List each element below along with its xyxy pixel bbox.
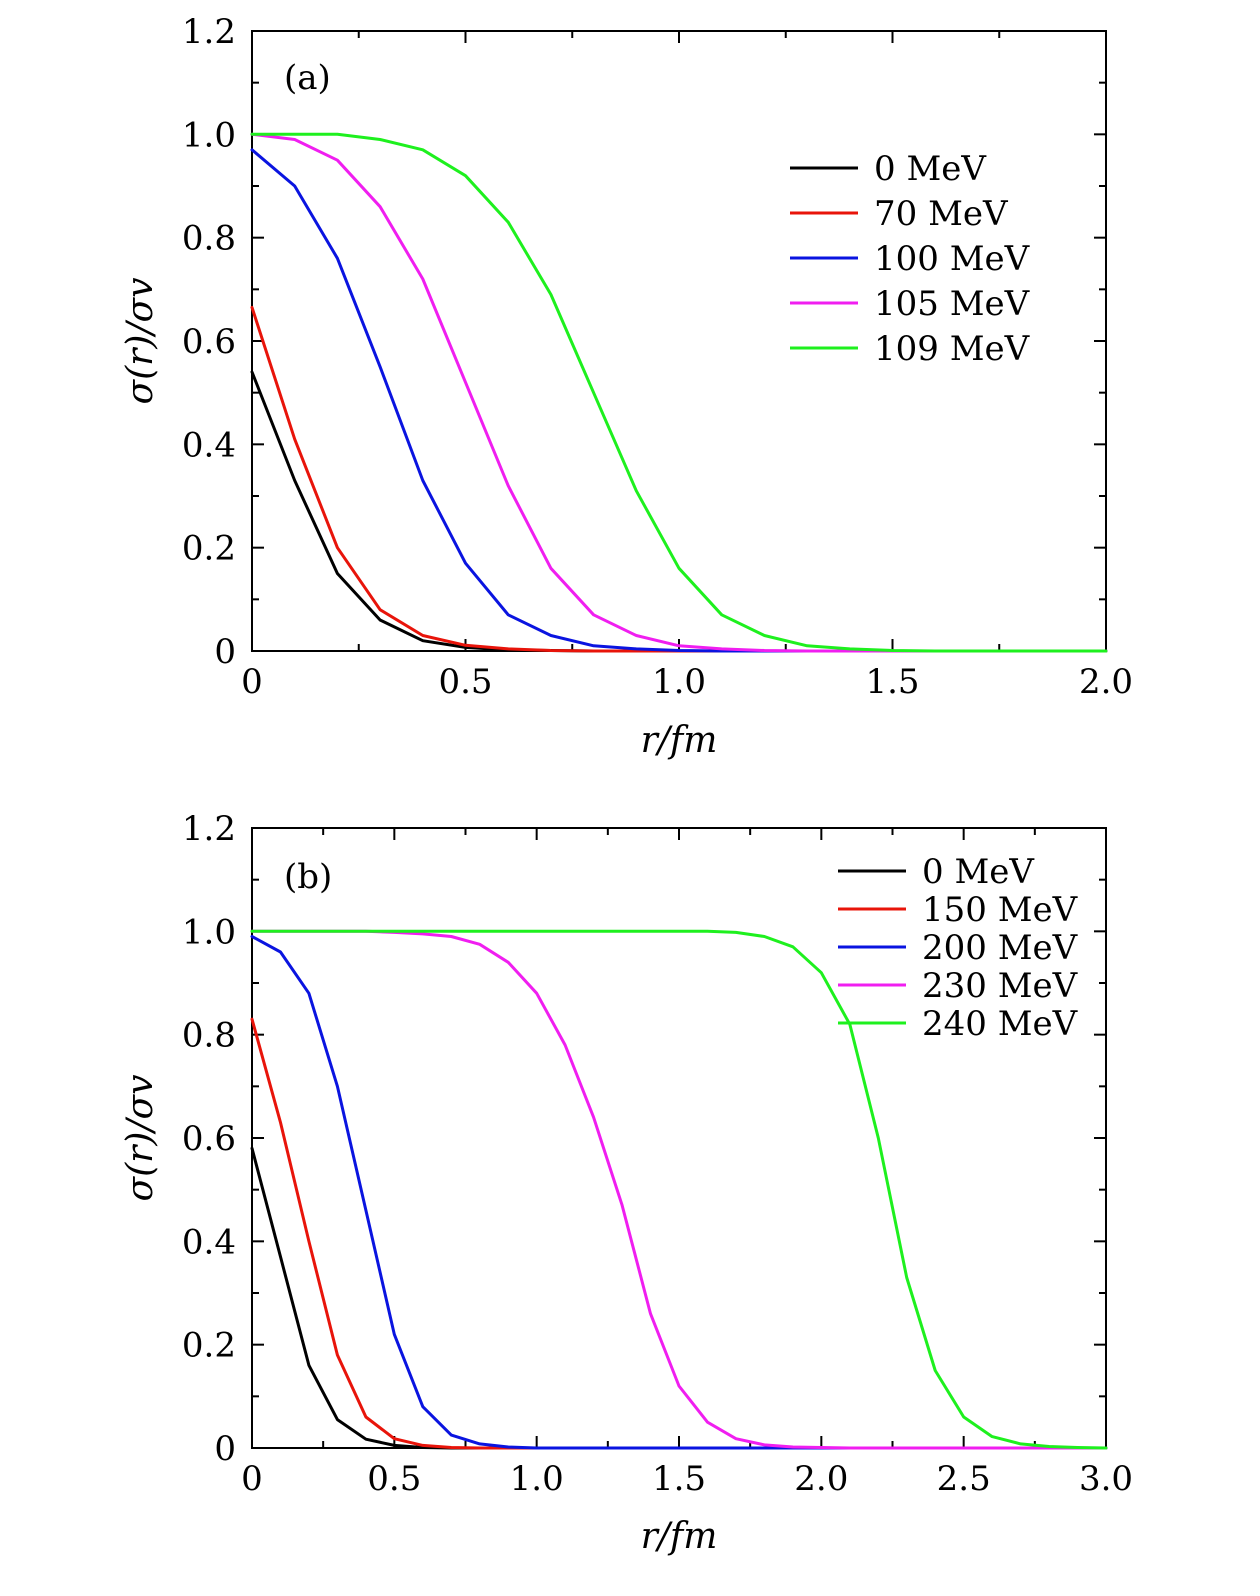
- x-tick-label: 2.0: [794, 1459, 848, 1499]
- legend-label: 240 MeV: [922, 1004, 1079, 1044]
- x-tick-label: 2.0: [1079, 662, 1133, 702]
- y-axis-label: σ(r)/σv: [120, 1075, 161, 1202]
- x-tick-label: 0: [241, 1459, 263, 1499]
- x-axis-label: r/fm: [641, 720, 718, 761]
- y-tick-label: 0.2: [182, 1326, 236, 1366]
- panel-label: (b): [284, 857, 332, 897]
- series-line-4: [250, 929, 1108, 1450]
- y-tick-label: 1.0: [182, 115, 236, 155]
- x-tick-label: 1.5: [865, 662, 919, 702]
- legend-label: 150 MeV: [922, 890, 1079, 930]
- y-tick-label: 1.2: [182, 12, 236, 52]
- legend-label: 230 MeV: [922, 966, 1079, 1006]
- legend-label: 0 MeV: [874, 149, 987, 189]
- y-tick-label: 0.4: [182, 425, 236, 465]
- series-line-0: [250, 1146, 1108, 1450]
- y-tick-label: 0.8: [182, 1016, 236, 1056]
- x-tick-label: 0.5: [367, 1459, 421, 1499]
- y-tick-label: 0.2: [182, 529, 236, 569]
- x-tick-label: 0.5: [438, 662, 492, 702]
- legend-label: 105 MeV: [874, 284, 1031, 324]
- panel-label: (a): [284, 58, 331, 98]
- y-tick-label: 0.6: [182, 1119, 236, 1159]
- legend-label: 0 MeV: [922, 852, 1035, 892]
- x-tick-label: 0: [241, 662, 263, 702]
- x-tick-label: 1.5: [652, 1459, 706, 1499]
- x-tick-label: 1.0: [652, 662, 706, 702]
- legend-label: 100 MeV: [874, 239, 1031, 279]
- chart-panel-b: 0 0.5 1.0 1.5 2.0 2.5 3.0 0 0.2 0.4 0.6 0.8 1.0 1.2 r/…: [120, 809, 1133, 1557]
- series-line-4: [250, 132, 1108, 653]
- x-tick-label: 3.0: [1079, 1459, 1133, 1499]
- y-tick-label: 0.8: [182, 219, 236, 259]
- y-tick-label: 1.2: [182, 809, 236, 849]
- legend-label: 200 MeV: [922, 928, 1079, 968]
- chart-panel-a: 0 0.5 1.0 1.5 2.0 0 0.2 0.4 0.6 0.8 1.0 1.2 r/fm σ(r)…: [120, 12, 1133, 761]
- x-tick-label: 2.5: [937, 1459, 991, 1499]
- x-axis-label: r/fm: [641, 1516, 718, 1557]
- y-tick-label: 1.0: [182, 912, 236, 952]
- legend-label: 70 MeV: [874, 194, 1009, 234]
- legend-label: 109 MeV: [874, 329, 1031, 369]
- y-tick-label: 0: [214, 632, 236, 672]
- legend: 0 MeV 70 MeV 100 MeV 105 MeV 109 MeV: [790, 149, 1031, 369]
- y-tick-label: 0.4: [182, 1222, 236, 1262]
- y-tick-label: 0: [214, 1429, 236, 1469]
- y-axis-label: σ(r)/σv: [120, 278, 161, 405]
- y-tick-label: 0.6: [182, 322, 236, 362]
- x-tick-label: 1.0: [510, 1459, 564, 1499]
